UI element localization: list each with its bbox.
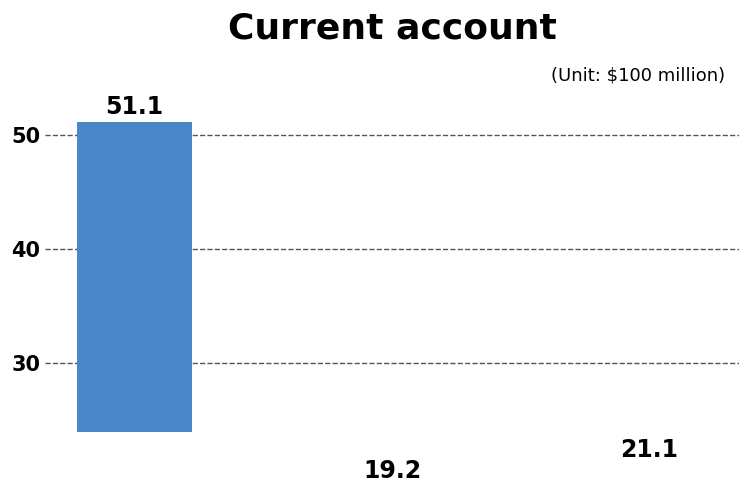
Title: Current account: Current account [227, 11, 556, 45]
Bar [76, 122, 193, 495]
Text: 21.1: 21.1 [620, 438, 679, 462]
Bar [334, 487, 450, 495]
Bar [592, 465, 707, 495]
Text: (Unit: $100 million): (Unit: $100 million) [551, 66, 725, 84]
Text: 19.2: 19.2 [363, 459, 421, 483]
Text: 51.1: 51.1 [106, 95, 164, 119]
